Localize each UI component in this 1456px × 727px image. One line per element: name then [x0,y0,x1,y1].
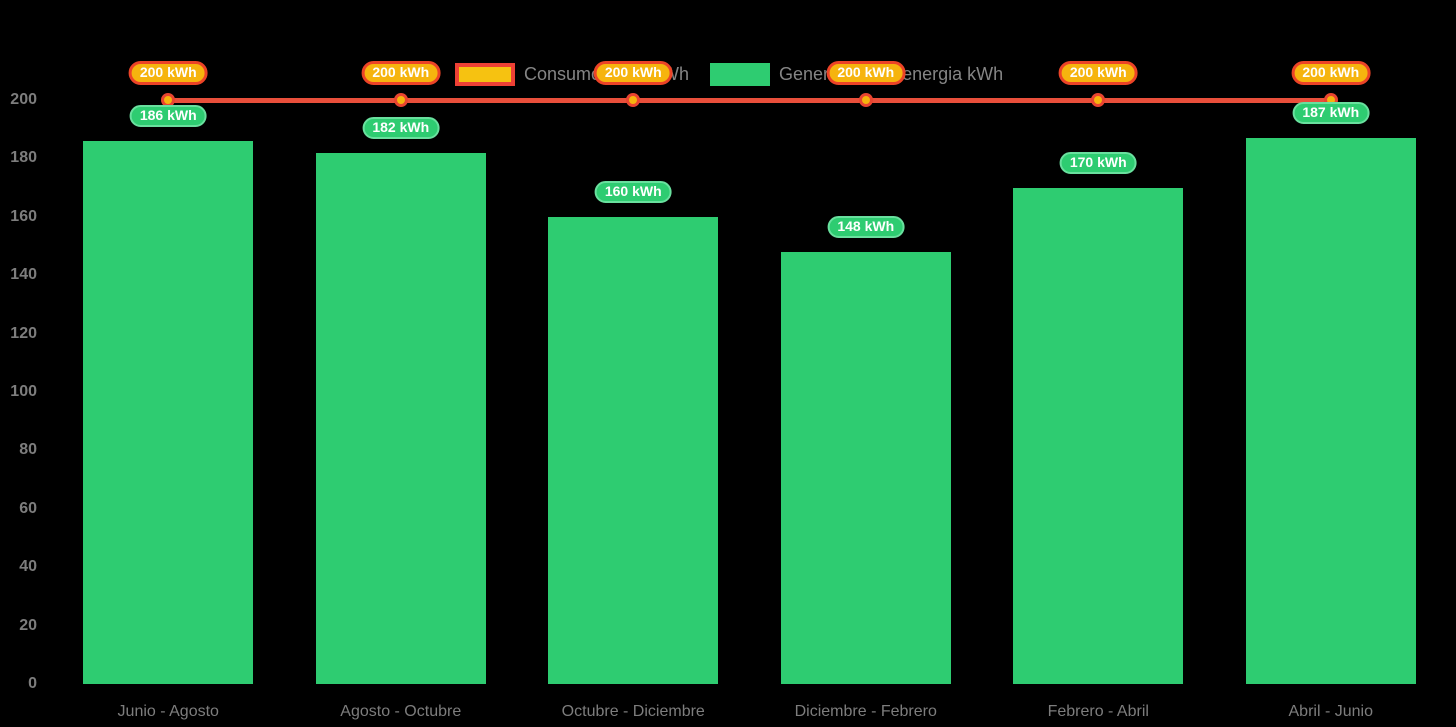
x-axis-category-label: Agosto - Octubre [340,703,462,720]
generation-value-badge: 170 kWh [1059,151,1137,174]
y-axis-tick-label: 120 [10,324,37,342]
x-axis-category-label: Octubre - Diciembre [561,703,705,720]
generation-value-badge: 187 kWh [1292,101,1370,124]
consumption-value-badge: 200 kWh [128,61,208,85]
generation-bar[interactable] [315,152,486,684]
y-axis-tick-label: 80 [19,441,37,459]
consumption-line [168,97,1331,103]
generation-bar[interactable] [780,251,951,684]
consumption-value-badge: 200 kWh [593,61,673,85]
y-axis-tick-label: 140 [10,266,37,284]
generation-bar[interactable] [83,140,254,684]
y-axis-tick-label: 180 [10,149,37,167]
y-axis-tick-label: 0 [28,675,37,692]
generation-value-badge: 186 kWh [129,104,207,127]
generation-bar[interactable] [1245,137,1416,684]
generation-value-badge: 182 kWh [362,116,440,139]
generation-value-badge: 160 kWh [594,180,672,203]
consumption-value-badge: 200 kWh [1058,61,1138,85]
consumption-point[interactable] [393,93,408,107]
y-axis-tick-label: 160 [10,207,37,225]
y-axis-tick-label: 20 [19,616,37,634]
consumption-point[interactable] [858,93,873,107]
consumption-value-badge: 200 kWh [361,61,441,85]
y-axis-tick-label: 200 [10,91,37,108]
consumption-value-badge: 200 kWh [1291,61,1371,85]
x-axis-category-label: Junio - Agosto [117,703,219,720]
generation-bar[interactable] [1013,187,1184,684]
consumption-point[interactable] [1091,93,1106,107]
legend-bar-swatch-icon [710,62,770,86]
consumption-value-badge: 200 kWh [826,61,906,85]
x-axis-category-label: Abril - Junio [1288,703,1373,720]
y-axis-tick-label: 40 [19,558,37,576]
y-axis-tick-label: 60 [19,499,37,517]
x-axis-category-label: Febrero - Abril [1047,703,1149,720]
x-axis-category-label: Diciembre - Febrero [794,703,937,720]
generation-value-badge: 148 kWh [827,215,905,238]
y-axis-tick-label: 100 [10,383,37,400]
consumption-point[interactable] [626,93,641,107]
generation-bar[interactable] [548,216,719,684]
legend-line-swatch-icon [455,62,515,86]
